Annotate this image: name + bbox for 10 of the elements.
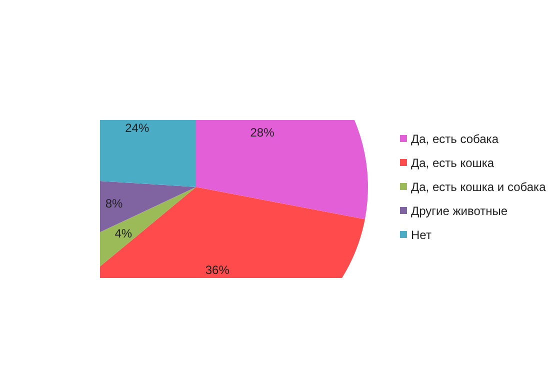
legend-label: Да, есть кошка и собака [411, 180, 546, 194]
data-label: 28% [250, 125, 275, 140]
data-label: 24% [125, 121, 150, 136]
data-label: 4% [114, 226, 132, 240]
legend-label: Да, есть собака [411, 132, 499, 146]
data-label: 8% [105, 196, 123, 210]
legend-label: Нет [411, 228, 432, 242]
data-label: 36% [205, 263, 230, 278]
legend-label: Другие животные [411, 204, 508, 218]
legend-label: Да, есть кошка [411, 156, 494, 170]
